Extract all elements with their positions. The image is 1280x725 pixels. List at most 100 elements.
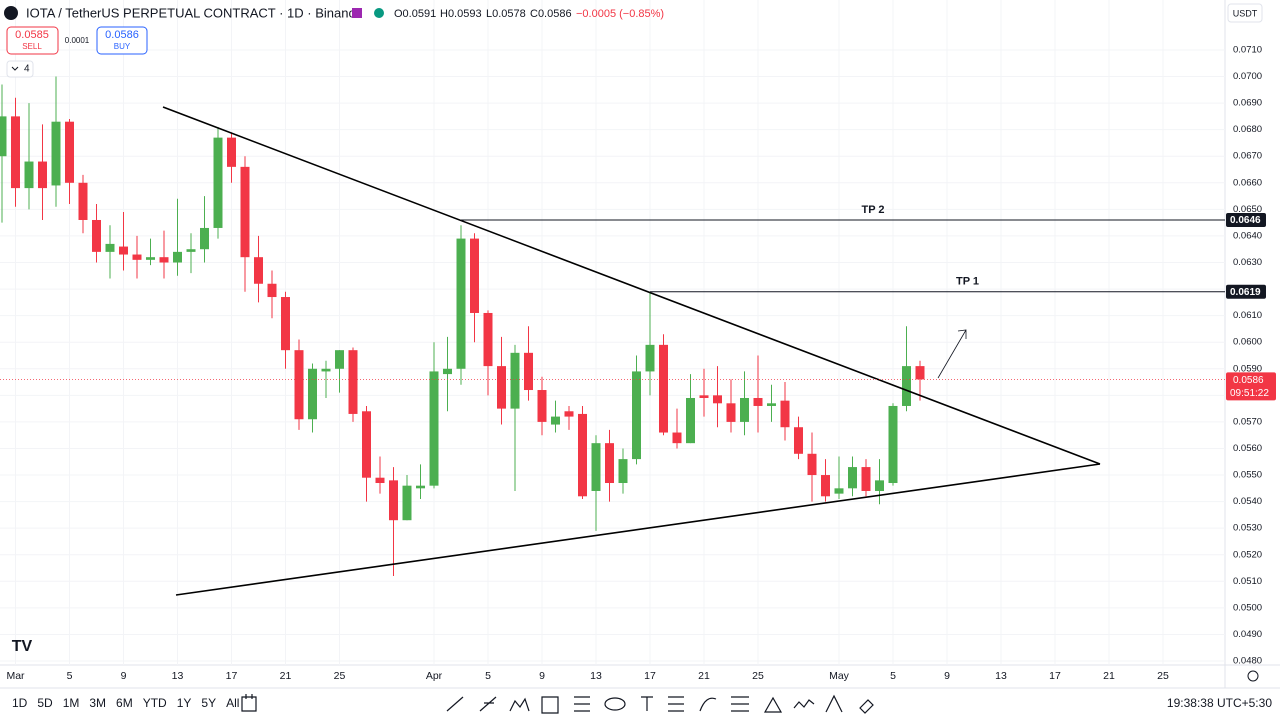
candle-body [659,344,668,433]
tool-rect[interactable] [541,696,559,714]
x-tick-label: 9 [539,670,545,682]
candle-body [888,405,898,484]
y-tick-label: 0.0710 [1233,44,1262,55]
buy-button[interactable] [96,26,148,55]
y-tick-label: 0.0700 [1233,71,1262,82]
ohlc-change: −0.0005 (−0.85%) [576,8,664,20]
y-tick-label: 0.0650 [1233,204,1262,215]
ohlc-low: L0.0578 [486,8,526,20]
candle-body [308,368,317,420]
candle-body [483,312,493,367]
candle-body [254,257,263,284]
buy-price: 0.0586 [105,29,139,41]
candle-body [335,350,344,369]
range-button[interactable]: YTD [143,696,167,710]
candle-body [65,121,74,183]
tp-price: 0.0646 [1230,215,1261,226]
range-button[interactable]: All [226,696,239,710]
candle-body [780,400,790,428]
candle-body [0,116,7,157]
tool-eraser[interactable] [859,699,874,714]
candle-body [132,254,142,260]
x-tick-label: 21 [698,670,710,682]
tool-fib[interactable] [574,696,590,712]
symbol-title: IOTA / TetherUS PERPETUAL CONTRACT · 1D … [26,5,362,20]
tool-pattern[interactable] [509,697,530,712]
settings-icon[interactable] [1247,670,1259,682]
x-tick-label: 17 [644,670,656,682]
x-tick-label: 13 [590,670,602,682]
tool-forecast[interactable] [825,694,843,713]
currency-button[interactable] [1227,3,1263,23]
y-tick-label: 0.0570 [1233,416,1262,427]
candle-body [321,368,331,372]
candle-body [902,366,911,406]
range-button[interactable]: 5Y [201,696,216,710]
candle-body [443,368,452,375]
candle-body [186,249,196,252]
tool-wave[interactable] [793,699,815,709]
candle-body [551,416,560,425]
sell-button[interactable] [6,26,59,55]
range-button[interactable]: 1Y [177,696,192,710]
sell-label: SELL [22,42,42,51]
range-button[interactable]: 3M [89,696,106,710]
y-tick-label: 0.0480 [1233,656,1262,667]
candle-body [537,390,547,422]
y-tick-label: 0.0670 [1233,151,1262,162]
range-button[interactable]: 1M [63,696,80,710]
candle-body [105,243,115,252]
last-price-label: 0.0586 [1233,375,1264,386]
candle-body [497,366,506,409]
tool-ray[interactable] [479,696,497,712]
x-tick-label: 13 [995,670,1007,682]
tool-ellipse[interactable] [604,697,626,711]
candle-body [875,480,884,491]
tool-text[interactable] [641,696,653,711]
tool-triangle[interactable] [763,696,783,713]
candle-body [470,238,479,313]
tool-brush[interactable] [699,697,717,712]
sell-price: 0.0585 [15,29,49,41]
tool-gann[interactable] [731,696,749,712]
candle-body [11,116,20,189]
candle-body [227,137,236,167]
candle-body [416,485,425,489]
status-dot [374,8,384,18]
x-tick-label: 5 [890,670,896,682]
candle-body [294,350,304,420]
candle-body [92,219,101,252]
indicator-toggle[interactable] [6,60,34,78]
y-tick-label: 0.0660 [1233,177,1262,188]
candle-body [767,403,776,406]
tp-tag [1226,212,1266,227]
x-tick-label: 5 [485,670,491,682]
trend-line-lower [175,463,1101,596]
drawing-toolbar [241,694,874,714]
candle-body [834,488,844,494]
range-button[interactable]: 1D [12,696,28,710]
buy-label: BUY [114,42,131,51]
candle-body [146,257,155,260]
candle-body [672,432,682,444]
candle-body [686,397,695,444]
candle-body [591,443,601,491]
y-tick-label: 0.0680 [1233,124,1262,135]
y-tick-label: 0.0530 [1233,523,1262,534]
range-button[interactable]: 6M [116,696,133,710]
candle-body [632,371,641,460]
x-tick-label: 25 [1157,670,1169,682]
candle-body [119,246,128,255]
candle-body [389,480,398,521]
tool-line[interactable] [446,696,464,712]
candle-body [213,137,223,228]
range-button[interactable]: 5D [37,696,53,710]
candle-body [281,297,290,351]
y-tick-label: 0.0560 [1233,443,1262,454]
x-tick-label: 25 [752,670,764,682]
x-tick-label: 21 [280,670,292,682]
tool-position[interactable] [668,696,684,712]
tp-label: TP 1 [956,276,979,288]
calendar-icon[interactable] [241,694,257,712]
candle-body [645,344,655,372]
